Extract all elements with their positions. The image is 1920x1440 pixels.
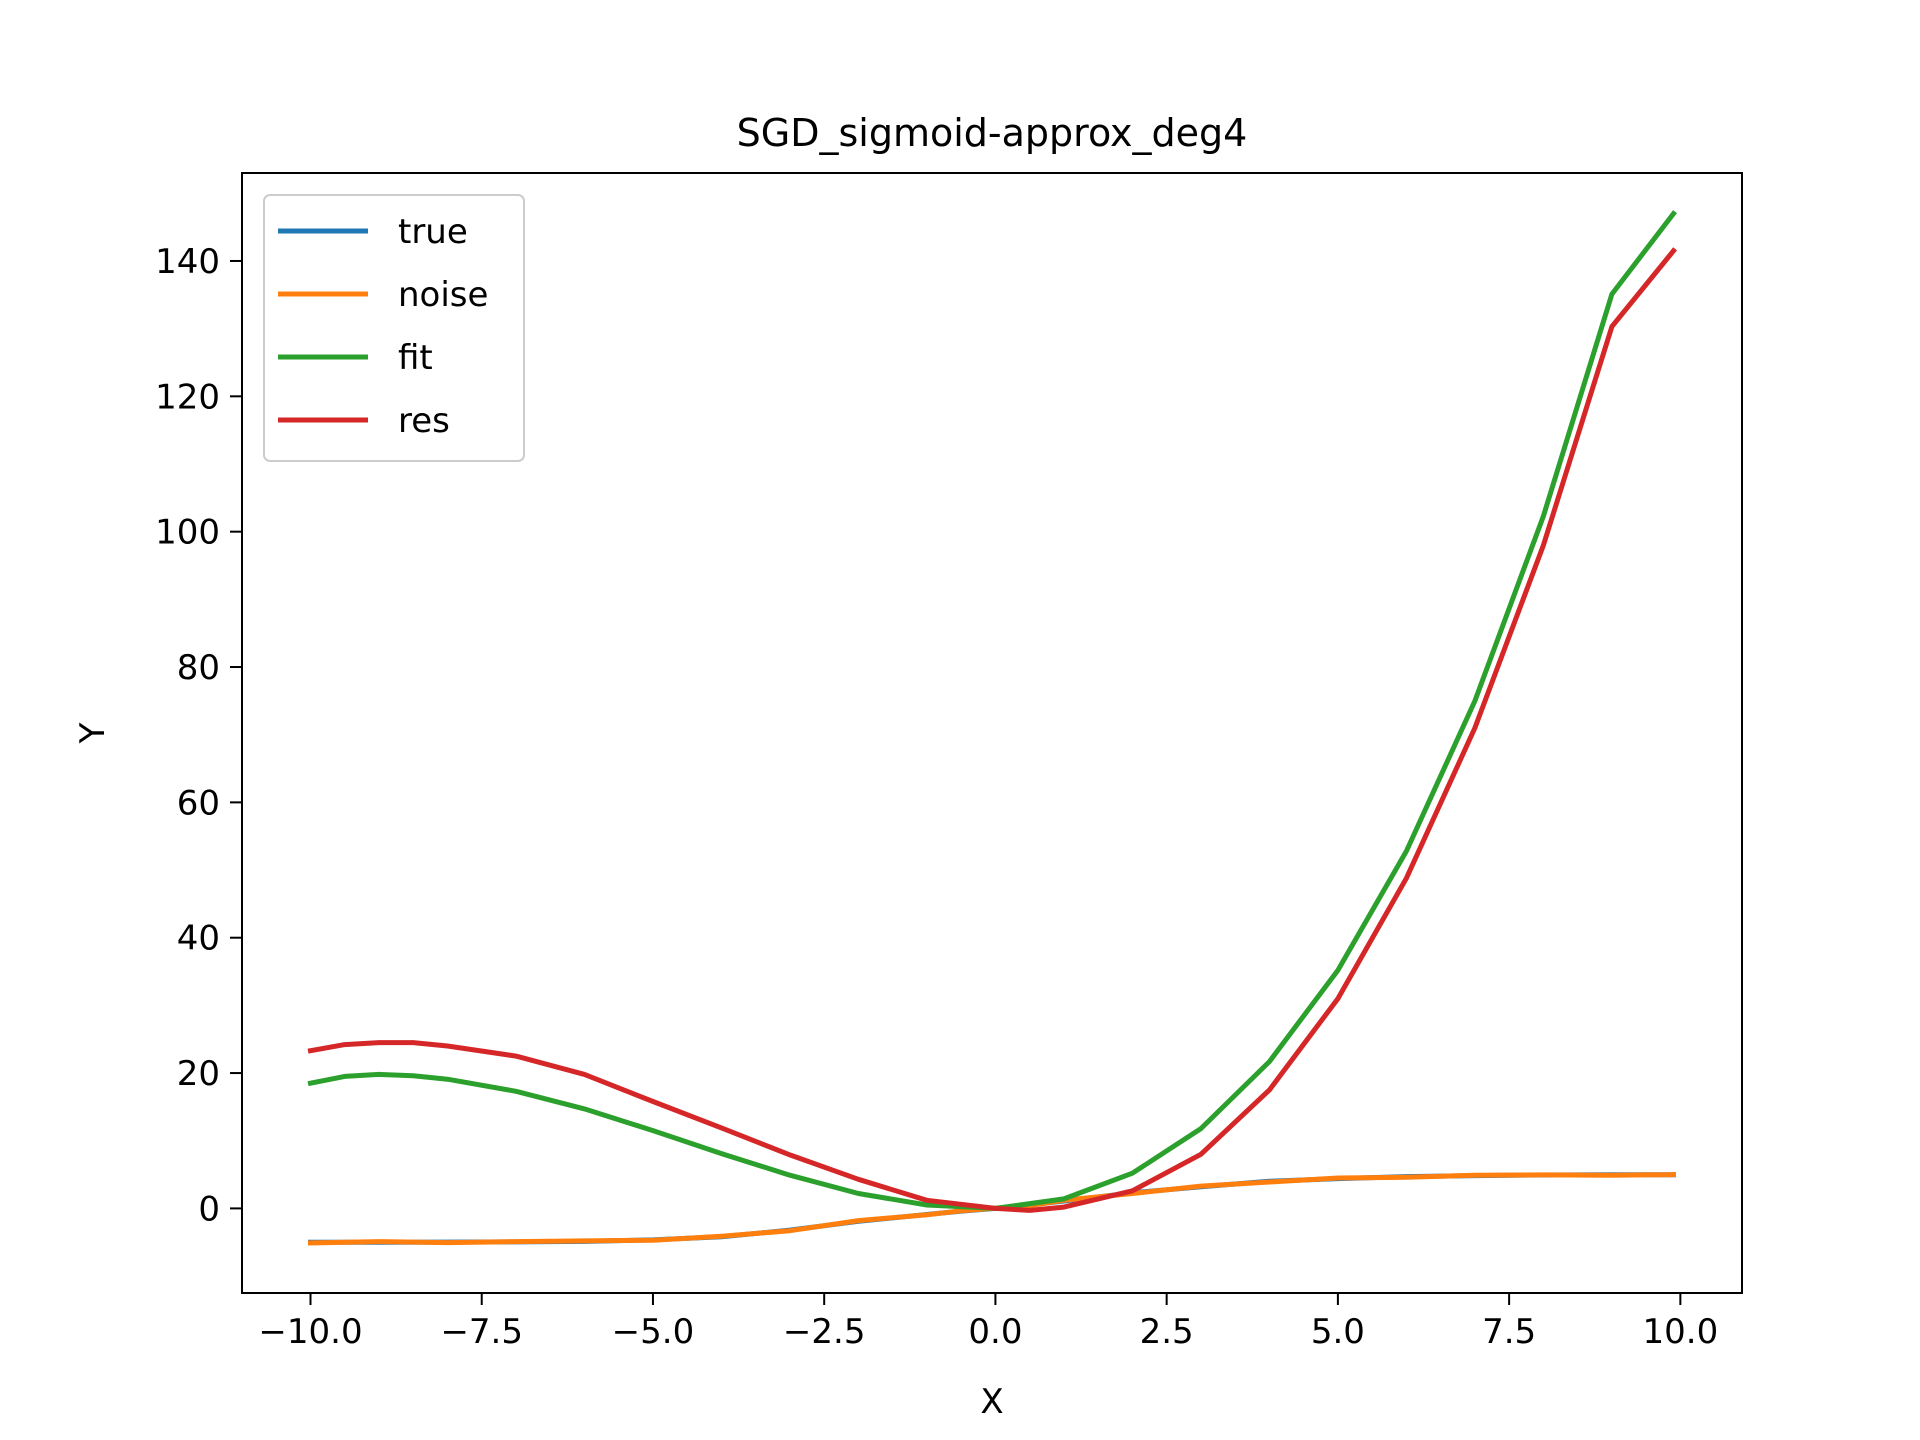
x-tick-label: 0.0 (968, 1312, 1022, 1352)
chart-title: SGD_sigmoid-approx_deg4 (737, 111, 1248, 155)
legend-frame (263, 194, 525, 462)
x-axis-label: X (980, 1382, 1003, 1422)
y-tick-label: 140 (155, 242, 220, 282)
legend-label-true: true (398, 212, 468, 252)
x-tick-label: −10.0 (258, 1312, 362, 1352)
x-tick-label: 7.5 (1482, 1312, 1536, 1352)
x-tick-label: −2.5 (783, 1312, 866, 1352)
legend-label-res: res (398, 401, 450, 441)
x-tick-label: −5.0 (612, 1312, 695, 1352)
y-tick-label: 120 (155, 377, 220, 417)
y-tick-label: 20 (177, 1054, 220, 1094)
y-axis-ticks: 0 20 40 60 80 100 120 140 (155, 242, 242, 1229)
y-tick-label: 60 (177, 783, 220, 823)
y-tick-label: 0 (198, 1189, 220, 1229)
legend: true noise fit res (263, 194, 525, 462)
y-tick-label: 40 (177, 919, 220, 959)
legend-label-fit: fit (398, 338, 433, 378)
y-tick-label: 80 (177, 648, 220, 688)
x-tick-label: 2.5 (1140, 1312, 1194, 1352)
series-line-res (307, 247, 1678, 1213)
series-layer (307, 210, 1678, 1246)
y-tick-label: 100 (155, 513, 220, 553)
legend-label-noise: noise (398, 275, 488, 315)
plot-area-frame (241, 172, 1743, 1294)
x-tick-label: 10.0 (1643, 1312, 1719, 1352)
series-line-fit (307, 210, 1678, 1211)
x-tick-label: −7.5 (440, 1312, 523, 1352)
x-axis-ticks: −10.0 −7.5 −5.0 −2.5 0.0 2.5 5.0 7.5 10.0 (258, 1293, 1718, 1352)
y-axis-label: Y (73, 722, 113, 744)
x-tick-label: 5.0 (1311, 1312, 1365, 1352)
